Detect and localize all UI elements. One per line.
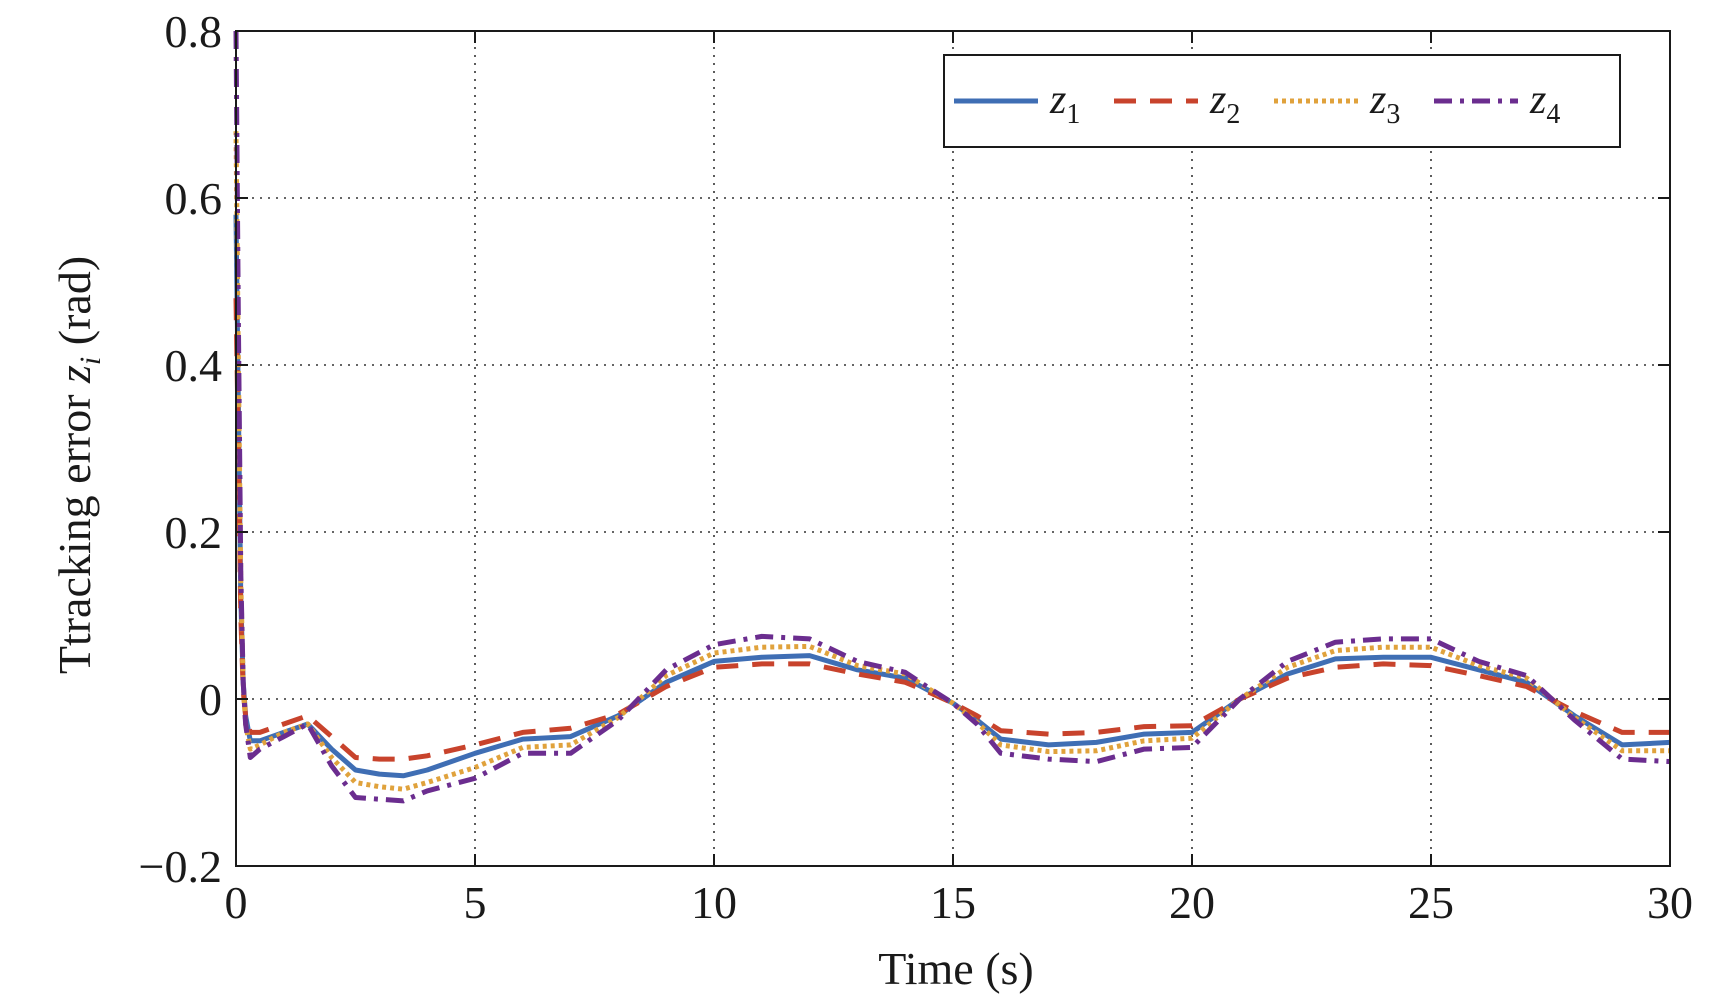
legend-label-z1: z1 bbox=[1049, 77, 1080, 130]
y-axis-label-subscript: i bbox=[74, 357, 107, 365]
legend-label-sub: 4 bbox=[1546, 99, 1560, 130]
legend-label-var: z bbox=[1209, 77, 1226, 123]
legend-label-var: z bbox=[1049, 77, 1066, 123]
series-line-z4 bbox=[233, 30, 1671, 804]
legend-label-var: z bbox=[1529, 77, 1546, 123]
legend-box bbox=[943, 54, 1621, 148]
legend-label-sub: 1 bbox=[1066, 99, 1080, 130]
y-tick-label: 0.2 bbox=[165, 507, 223, 558]
x-tick-label: 15 bbox=[930, 877, 976, 928]
series-line-z2 bbox=[233, 298, 1670, 762]
x-tick-label: 20 bbox=[1169, 877, 1215, 928]
y-axis-label-variable: z bbox=[49, 365, 100, 384]
legend: z1 z2 z3 z4 bbox=[943, 54, 1621, 148]
legend-label-sub: 2 bbox=[1226, 99, 1240, 130]
y-tick-label: 0.8 bbox=[165, 6, 223, 57]
legend-label-var: z bbox=[1369, 77, 1386, 123]
x-tick-label: 5 bbox=[464, 877, 487, 928]
axes bbox=[235, 30, 1671, 867]
y-tick-label: 0 bbox=[199, 674, 222, 725]
x-tick-label: 0 bbox=[225, 877, 248, 928]
x-tick-label: 30 bbox=[1647, 877, 1693, 928]
tick-labels: 0 5 10 15 20 25 30−0.200.20.40.60.8 bbox=[139, 6, 1693, 928]
legend-label-z2: z2 bbox=[1209, 77, 1240, 130]
series-lines bbox=[233, 30, 1671, 804]
x-axis-label: Time (s) bbox=[878, 943, 1034, 994]
y-axis-label-suffix: (rad) bbox=[49, 256, 100, 357]
legend-label-z4: z4 bbox=[1529, 77, 1560, 130]
grid bbox=[236, 31, 1670, 866]
y-tick-label: 0.6 bbox=[165, 173, 223, 224]
x-tick-label: 25 bbox=[1408, 877, 1454, 928]
y-tick-label: 0.4 bbox=[165, 340, 223, 391]
legend-label-sub: 3 bbox=[1386, 99, 1400, 130]
series-line-z3 bbox=[233, 131, 1670, 792]
y-axis-label-prefix: Ttracking error bbox=[49, 383, 100, 674]
y-tick-label: −0.2 bbox=[139, 841, 222, 892]
y-axis-label: Ttracking error zi (rad) bbox=[49, 256, 107, 674]
legend-label-z3: z3 bbox=[1369, 77, 1400, 130]
x-tick-label: 10 bbox=[691, 877, 737, 928]
